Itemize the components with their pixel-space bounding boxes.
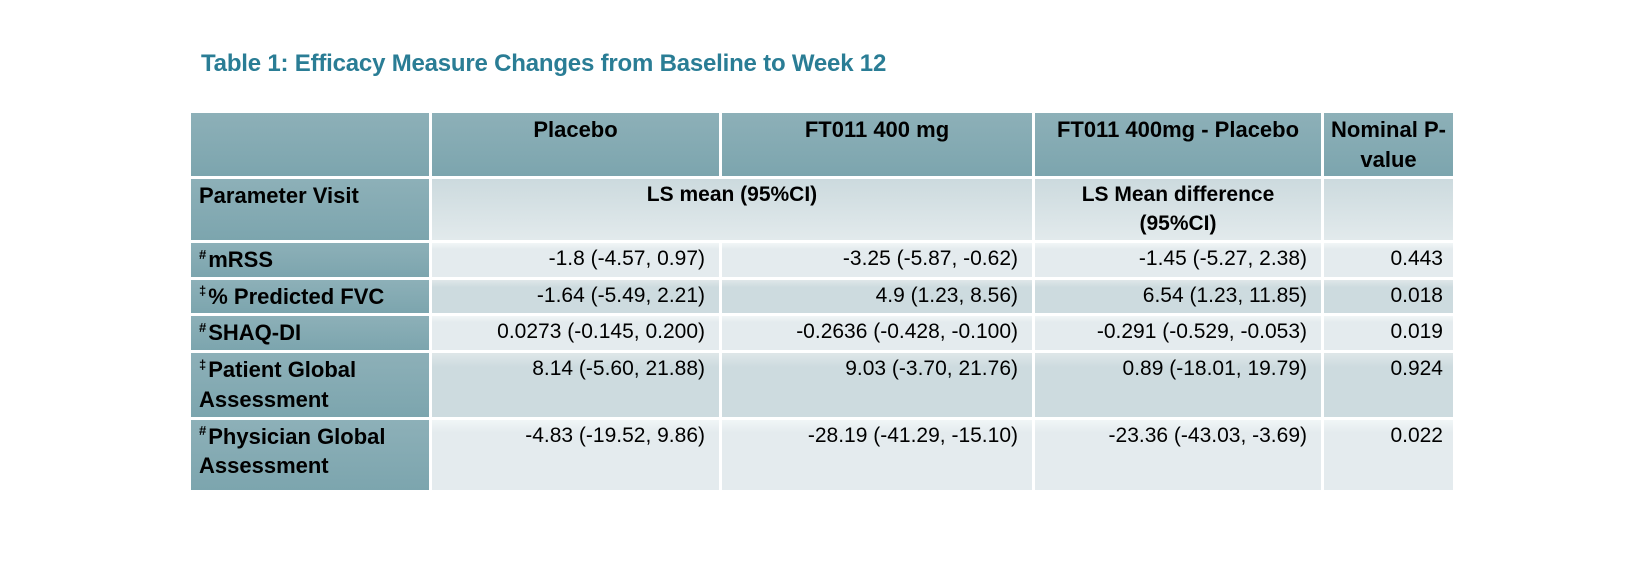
cell-pvalue: 0.019 (1324, 316, 1453, 351)
cell-pvalue: 0.924 (1324, 353, 1453, 417)
cell-placebo: 8.14 (-5.60, 21.88) (432, 353, 719, 417)
subheader-parameter-visit: Parameter Visit (191, 179, 429, 241)
cell-pvalue: 0.022 (1324, 419, 1453, 490)
row-label-text: mRSS (208, 247, 274, 273)
column-header-difference: FT011 400mg - Placebo (1035, 113, 1321, 177)
efficacy-table: Placebo FT011 400 mg FT011 400mg - Place… (188, 110, 1456, 493)
subheader-ls-mean: LS mean (95%CI) (432, 179, 1032, 241)
subheader-empty-cell (1324, 179, 1453, 241)
table-row-patient-global: ‡Patient Global Assessment 8.14 (-5.60, … (191, 353, 1453, 417)
header-row: Placebo FT011 400 mg FT011 400mg - Place… (191, 113, 1453, 177)
row-label-text: SHAQ-DI (208, 320, 302, 346)
table-row-physician-global: #Physician Global Assessment -4.83 (-19.… (191, 419, 1453, 490)
footnote-marker: # (199, 423, 207, 439)
footnote-marker: ‡ (199, 356, 207, 372)
table-row-predicted-fvc: ‡% Predicted FVC -1.64 (-5.49, 2.21) 4.9… (191, 279, 1453, 314)
cell-ft011: -3.25 (-5.87, -0.62) (722, 243, 1032, 277)
cell-difference: 0.89 (-18.01, 19.79) (1035, 353, 1321, 417)
cell-placebo: 0.0273 (-0.145, 0.200) (432, 316, 719, 351)
footnote-marker: # (199, 320, 207, 336)
row-label: #Physician Global Assessment (191, 419, 429, 490)
column-header-ft011: FT011 400 mg (722, 113, 1032, 177)
header-empty-cell (191, 113, 429, 177)
row-label: #SHAQ-DI (191, 316, 429, 351)
cell-placebo: -1.64 (-5.49, 2.21) (432, 279, 719, 314)
table-row-shaq-di: #SHAQ-DI 0.0273 (-0.145, 0.200) -0.2636 … (191, 316, 1453, 351)
cell-ft011: 9.03 (-3.70, 21.76) (722, 353, 1032, 417)
subheader-row: Parameter Visit LS mean (95%CI) LS Mean … (191, 179, 1453, 241)
cell-placebo: -4.83 (-19.52, 9.86) (432, 419, 719, 490)
row-label: ‡% Predicted FVC (191, 279, 429, 314)
row-label: #mRSS (191, 243, 429, 277)
row-label-text: % Predicted FVC (208, 283, 385, 309)
table-row-mrss: #mRSS -1.8 (-4.57, 0.97) -3.25 (-5.87, -… (191, 243, 1453, 277)
cell-pvalue: 0.443 (1324, 243, 1453, 277)
cell-ft011: -0.2636 (-0.428, -0.100) (722, 316, 1032, 351)
cell-ft011: -28.19 (-41.29, -15.10) (722, 419, 1032, 490)
footnote-marker: ‡ (199, 283, 207, 299)
column-header-placebo: Placebo (432, 113, 719, 177)
cell-placebo: -1.8 (-4.57, 0.97) (432, 243, 719, 277)
cell-difference: -1.45 (-5.27, 2.38) (1035, 243, 1321, 277)
cell-ft011: 4.9 (1.23, 8.56) (722, 279, 1032, 314)
subheader-ls-mean-difference: LS Mean difference (95%CI) (1035, 179, 1321, 241)
cell-difference: -0.291 (-0.529, -0.053) (1035, 316, 1321, 351)
footnote-marker: # (199, 246, 207, 262)
row-label-text: Patient Global Assessment (199, 357, 357, 412)
cell-pvalue: 0.018 (1324, 279, 1453, 314)
table-title: Table 1: Efficacy Measure Changes from B… (201, 50, 887, 77)
row-label-text: Physician Global Assessment (199, 423, 386, 479)
cell-difference: -23.36 (-43.03, -3.69) (1035, 419, 1321, 490)
row-label: ‡Patient Global Assessment (191, 353, 429, 417)
cell-difference: 6.54 (1.23, 11.85) (1035, 279, 1321, 314)
column-header-pvalue: Nominal P-value (1324, 113, 1453, 177)
